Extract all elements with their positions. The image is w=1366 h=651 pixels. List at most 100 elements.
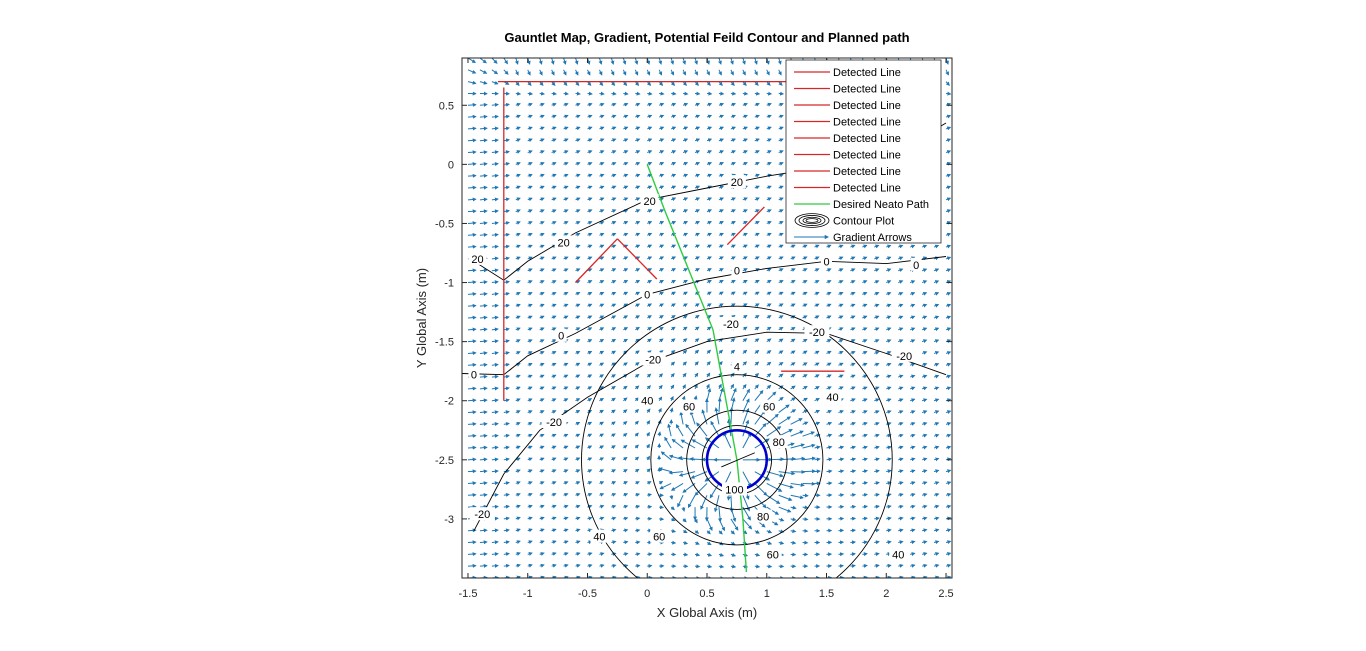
gradient-arrow	[587, 563, 593, 568]
gradient-arrow	[647, 280, 653, 284]
gradient-arrow	[539, 540, 545, 545]
gradient-arrow	[706, 564, 713, 569]
gradient-arrow	[658, 244, 665, 249]
gradient-arrow	[611, 397, 616, 402]
gradient-arrow	[491, 69, 499, 75]
gradient-arrow	[623, 362, 628, 367]
gradient-arrow	[587, 362, 593, 367]
gradient-arrow	[668, 470, 684, 475]
gradient-arrow	[647, 244, 653, 249]
gradient-arrow	[635, 102, 641, 107]
gradient-arrow	[491, 173, 499, 178]
gradient-arrow	[503, 161, 510, 166]
gradient-arrow	[694, 541, 700, 545]
x-tick-label: -0.5	[578, 588, 597, 600]
gradient-arrow	[623, 221, 629, 225]
gradient-arrow	[659, 91, 665, 96]
gradient-arrow	[563, 114, 569, 119]
gradient-arrow	[563, 138, 569, 143]
gradient-arrow	[587, 232, 593, 237]
gradient-arrow	[575, 457, 581, 462]
gradient-arrow	[611, 516, 617, 521]
gradient-arrow	[515, 126, 521, 131]
gradient-arrow	[527, 138, 533, 143]
gradient-arrow	[539, 481, 545, 485]
gradient-arrow	[610, 69, 615, 76]
gradient-arrow	[635, 126, 641, 131]
gradient-arrow	[623, 91, 629, 96]
gradient-arrow	[635, 291, 641, 296]
gradient-arrow	[611, 256, 617, 261]
legend-label: Contour Plot	[833, 216, 894, 228]
contour-label: 60	[763, 402, 775, 414]
gradient-arrow	[669, 407, 674, 413]
gradient-arrow	[575, 150, 581, 154]
gradient-arrow	[539, 563, 545, 568]
gradient-arrow	[623, 268, 629, 272]
gradient-arrow	[670, 221, 677, 225]
gradient-arrow	[551, 386, 557, 391]
gradient-arrow	[647, 256, 653, 261]
gradient-arrow	[551, 398, 557, 402]
gradient-arrow	[527, 504, 533, 509]
gradient-arrow	[467, 126, 477, 131]
gradient-arrow	[599, 445, 605, 450]
gradient-arrow	[563, 481, 569, 485]
gradient-arrow	[467, 386, 477, 391]
gradient-arrow	[611, 138, 617, 143]
gradient-arrow	[682, 138, 689, 143]
x-tick-label: 2.5	[938, 588, 953, 600]
gradient-arrow	[647, 185, 653, 190]
gradient-arrow	[611, 421, 616, 426]
gradient-arrow	[635, 209, 641, 213]
gradient-arrow	[657, 431, 662, 437]
gradient-arrow	[599, 221, 605, 225]
gradient-arrow	[634, 397, 640, 402]
gradient-arrow	[623, 126, 629, 131]
gradient-arrow	[467, 244, 477, 249]
gradient-arrow	[527, 197, 533, 202]
contour-label: 60	[683, 402, 695, 414]
gradient-arrow	[670, 483, 684, 491]
gradient-arrow	[491, 504, 499, 509]
gradient-arrow	[491, 209, 499, 214]
gradient-arrow	[527, 492, 533, 497]
gradient-arrow	[658, 326, 664, 331]
gradient-arrow	[575, 91, 581, 96]
gradient-arrow	[587, 150, 593, 154]
gradient-arrow	[515, 280, 521, 284]
gradient-arrow	[538, 69, 543, 76]
gradient-arrow	[647, 303, 653, 308]
legend-label: Detected Line	[833, 166, 901, 178]
gradient-arrow	[575, 327, 581, 332]
gradient-arrow	[575, 398, 581, 402]
gradient-arrow	[694, 221, 701, 225]
gradient-arrow	[539, 209, 545, 213]
gradient-arrow	[647, 232, 653, 237]
gradient-arrow	[479, 126, 488, 131]
gradient-arrow	[670, 280, 676, 284]
gradient-arrow	[491, 339, 499, 344]
gradient-arrow	[671, 529, 677, 533]
gradient-arrow	[682, 518, 687, 523]
gradient-arrow	[599, 268, 605, 272]
legend-label: Detected Line	[833, 84, 901, 96]
gradient-arrow	[563, 126, 569, 131]
gradient-arrow	[527, 185, 533, 190]
gradient-arrow	[527, 221, 533, 225]
gradient-arrow	[658, 338, 664, 343]
gradient-arrow	[623, 385, 628, 390]
gradient-arrow	[515, 492, 521, 497]
gradient-arrow	[682, 161, 689, 166]
gradient-arrow	[611, 209, 617, 213]
contour-label: 80	[757, 512, 769, 524]
gradient-arrow	[694, 256, 700, 261]
gradient-arrow	[539, 244, 545, 249]
gradient-arrow	[682, 372, 687, 378]
contour-label: -20	[546, 417, 562, 429]
gradient-arrow	[623, 303, 629, 308]
gradient-arrow	[587, 504, 593, 509]
gradient-arrow	[670, 326, 676, 331]
gradient-arrow	[563, 256, 569, 261]
gradient-arrow	[575, 481, 581, 485]
